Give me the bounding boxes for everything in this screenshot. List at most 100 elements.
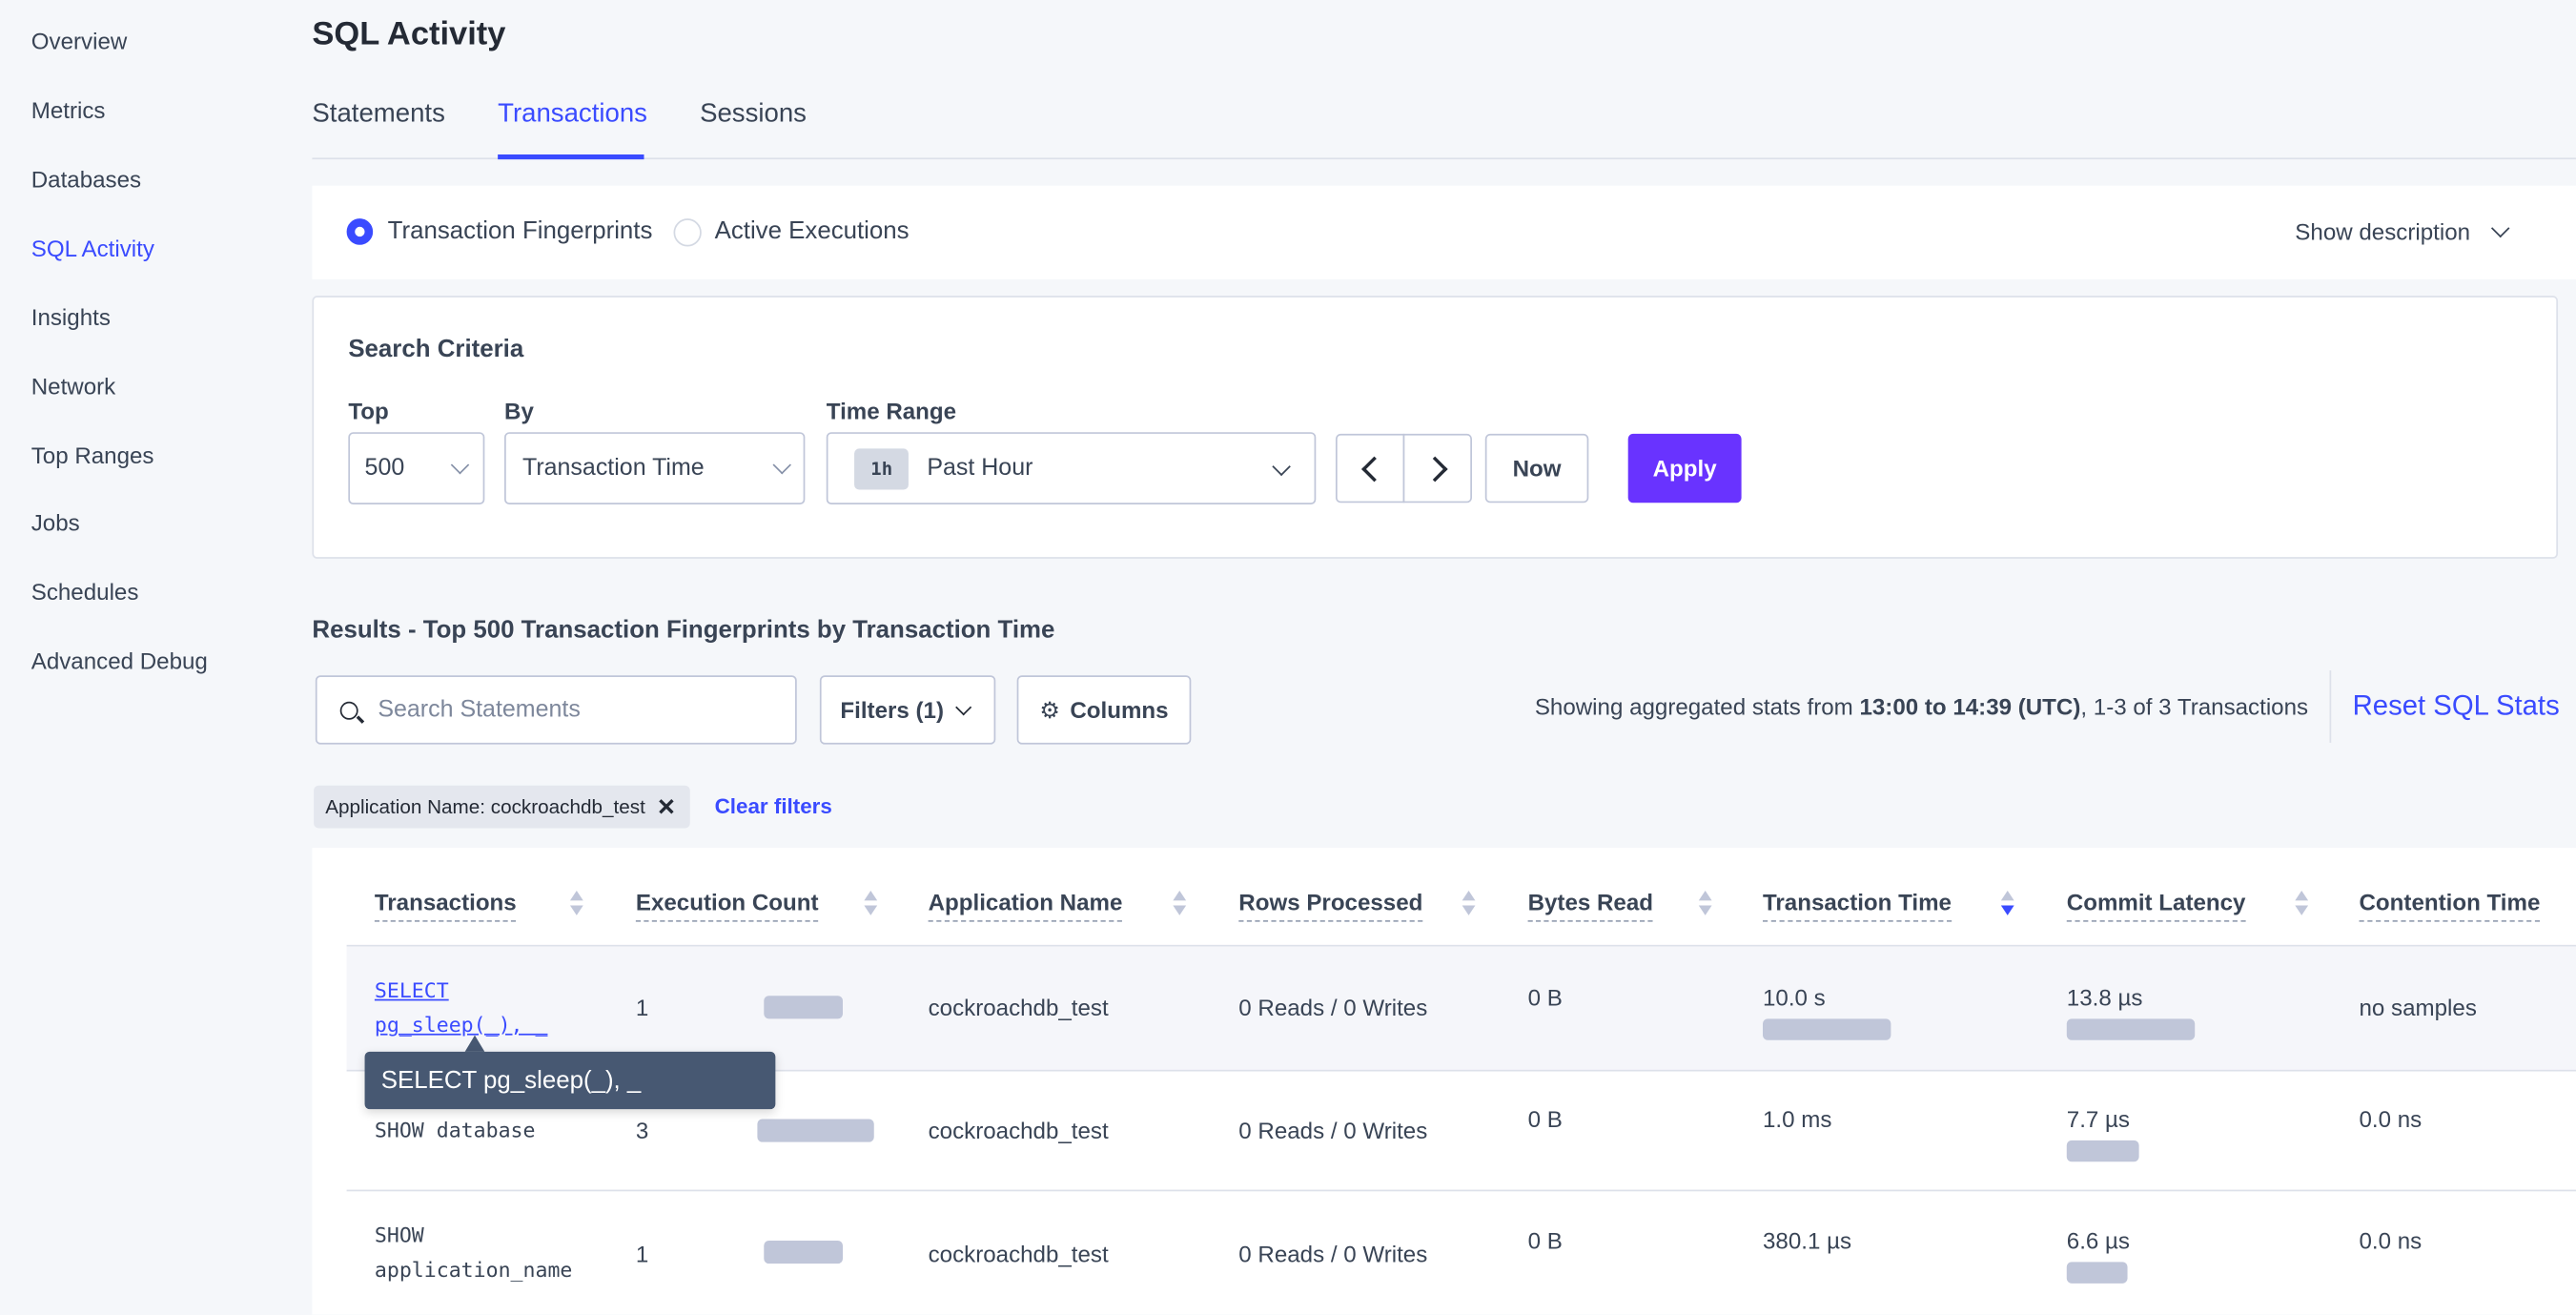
execution-count-bar — [757, 1119, 874, 1142]
stats-prefix: Showing aggregated stats from — [1534, 693, 1860, 720]
show-description-button[interactable]: Show description — [2295, 218, 2471, 245]
radio-selected-icon[interactable] — [346, 218, 374, 245]
commit-latency: 7.7 µs — [2066, 1105, 2130, 1133]
execution-count-bar — [764, 996, 844, 1019]
filters-label: Filters (1) — [840, 696, 944, 724]
search-statements-input[interactable]: Search Statements — [315, 675, 797, 745]
contention-time: no samples — [2359, 994, 2477, 1021]
chevron-down-icon — [450, 455, 470, 475]
column-header-bytes-read[interactable]: Bytes Read — [1527, 889, 1653, 922]
chevron-down-icon[interactable] — [2490, 218, 2510, 238]
radio-unselected-icon[interactable] — [673, 218, 702, 247]
column-header-contention-time[interactable]: Contention Time — [2359, 889, 2541, 922]
active-executions-option[interactable]: Active Executions — [714, 216, 910, 245]
chevron-down-icon — [1272, 457, 1291, 477]
transaction-text[interactable]: SHOW database — [374, 1117, 536, 1142]
sidebar-item-insights[interactable]: Insights — [31, 303, 111, 331]
bytes-read: 0 B — [1527, 1105, 1563, 1133]
column-header-transactions[interactable]: Transactions — [374, 889, 517, 922]
execution-count: 1 — [635, 1241, 649, 1267]
transaction-time: 380.1 µs — [1762, 1227, 1852, 1254]
sidebar-item-advanced-debug[interactable]: Advanced Debug — [31, 647, 208, 674]
contention-time: 0.0 ns — [2359, 1105, 2423, 1133]
bytes-read: 0 B — [1527, 984, 1563, 1011]
application-name: cockroachdb_test — [928, 1241, 1109, 1267]
sidebar-item-databases[interactable]: Databases — [31, 166, 142, 193]
transaction-time: 1.0 ms — [1762, 1105, 1832, 1133]
table-row-highlight — [346, 946, 2576, 1070]
time-range-badge: 1h — [854, 447, 910, 489]
search-criteria-panel — [312, 296, 2559, 559]
application-name: cockroachdb_test — [928, 1117, 1109, 1144]
sidebar-item-network[interactable]: Network — [31, 373, 116, 400]
column-header-application-name[interactable]: Application Name — [928, 889, 1123, 922]
transaction-text[interactable]: SHOW — [374, 1223, 424, 1247]
time-range-value: Past Hour — [927, 455, 1033, 482]
sidebar-item-metrics[interactable]: Metrics — [31, 96, 106, 124]
rows-processed: 0 Reads / 0 Writes — [1238, 1241, 1428, 1267]
apply-button[interactable]: Apply — [1627, 433, 1742, 503]
column-header-transaction-time[interactable]: Transaction Time — [1762, 889, 1952, 922]
transaction-time-bar — [1762, 1018, 1891, 1040]
transaction-text[interactable]: pg_sleep(_), _ — [374, 1012, 548, 1038]
by-select[interactable]: Transaction Time — [504, 432, 806, 505]
sidebar-item-top-ranges[interactable]: Top Ranges — [31, 442, 154, 469]
sidebar-item-jobs[interactable]: Jobs — [31, 509, 80, 536]
columns-button[interactable]: ⚙ Columns — [1016, 675, 1192, 745]
filters-button[interactable]: Filters (1) — [819, 675, 996, 745]
search-placeholder: Search Statements — [378, 696, 581, 724]
column-header-commit-latency[interactable]: Commit Latency — [2066, 889, 2246, 922]
gear-icon: ⚙ — [1039, 695, 1061, 723]
previous-time-button[interactable] — [1335, 433, 1405, 503]
now-button[interactable]: Now — [1484, 433, 1589, 503]
sidebar-item-sql-activity[interactable]: SQL Activity — [31, 235, 154, 261]
tab-statements[interactable]: Statements — [312, 100, 445, 129]
commit-latency: 6.6 µs — [2066, 1227, 2130, 1254]
stats-summary: Showing aggregated stats from 13:00 to 1… — [1535, 693, 2308, 720]
chevron-down-icon — [954, 699, 971, 716]
stats-suffix: , 1-3 of 3 Transactions — [2080, 693, 2309, 720]
transaction-cell[interactable]: SHOW application_name — [375, 1218, 573, 1286]
tab-transactions[interactable]: Transactions — [498, 100, 647, 129]
transaction-text[interactable]: SELECT — [374, 977, 449, 1003]
reset-sql-stats-link[interactable]: Reset SQL Stats — [2352, 689, 2560, 722]
tooltip-arrow — [464, 1035, 485, 1052]
time-range-label: Time Range — [826, 398, 957, 424]
transaction-fingerprints-option[interactable]: Transaction Fingerprints — [387, 216, 653, 245]
tabs-divider — [312, 157, 2576, 160]
commit-latency: 13.8 µs — [2066, 984, 2143, 1011]
time-range-select[interactable]: 1h Past Hour — [826, 432, 1317, 505]
filter-chip-label: Application Name: cockroachdb_test — [325, 795, 645, 819]
search-criteria-title: Search Criteria — [348, 335, 524, 363]
top-select[interactable]: 500 — [348, 432, 485, 505]
chevron-right-icon — [1421, 455, 1447, 482]
sidebar-item-schedules[interactable]: Schedules — [31, 578, 139, 606]
execution-count: 1 — [635, 994, 649, 1021]
row-divider — [346, 1069, 2576, 1072]
execution-count: 3 — [635, 1117, 649, 1144]
chevron-left-icon — [1360, 455, 1386, 482]
search-icon-handle — [357, 715, 365, 724]
column-header-execution-count[interactable]: Execution Count — [635, 889, 819, 922]
header-divider — [346, 944, 2576, 947]
chevron-down-icon — [772, 455, 791, 475]
clear-filters-link[interactable]: Clear filters — [714, 793, 832, 819]
column-header-rows-processed[interactable]: Rows Processed — [1238, 889, 1423, 922]
by-label: By — [504, 398, 534, 424]
close-icon[interactable]: ✕ — [656, 792, 677, 820]
page-title: SQL Activity — [312, 16, 506, 53]
active-tab-indicator — [498, 154, 644, 160]
commit-latency-bar — [2066, 1140, 2139, 1162]
transaction-link[interactable]: SELECT pg_sleep(_), _ — [375, 973, 548, 1041]
transaction-text[interactable]: application_name — [374, 1257, 573, 1283]
contention-time: 0.0 ns — [2359, 1227, 2423, 1254]
commit-latency-bar — [2066, 1018, 2196, 1040]
filter-chip: Application Name: cockroachdb_test ✕ — [314, 785, 690, 829]
next-time-button[interactable] — [1402, 433, 1472, 503]
rows-processed: 0 Reads / 0 Writes — [1238, 994, 1428, 1021]
sidebar-item-overview[interactable]: Overview — [31, 28, 128, 54]
tab-sessions[interactable]: Sessions — [700, 100, 807, 129]
view-toggle-panel: Transaction Fingerprints Active Executio… — [312, 185, 2576, 279]
search-icon — [339, 701, 358, 720]
top-label: Top — [348, 398, 389, 424]
